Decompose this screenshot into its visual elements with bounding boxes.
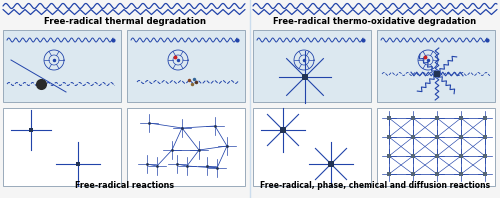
Bar bbox=[127, 30, 245, 102]
Text: Free-radical thermo-oxidative degradation: Free-radical thermo-oxidative degradatio… bbox=[274, 17, 476, 26]
Bar bbox=[377, 30, 495, 102]
Bar bbox=[253, 108, 371, 186]
Bar bbox=[377, 108, 495, 186]
Text: Free-radical, phase, chemical and diffusion reactions: Free-radical, phase, chemical and diffus… bbox=[260, 181, 490, 190]
Text: Free-radical reactions: Free-radical reactions bbox=[76, 181, 174, 190]
Bar bbox=[3, 30, 121, 102]
Bar bbox=[253, 30, 371, 102]
Bar bbox=[127, 108, 245, 186]
Bar bbox=[3, 108, 121, 186]
Text: Free-radical thermal degradation: Free-radical thermal degradation bbox=[44, 17, 206, 26]
